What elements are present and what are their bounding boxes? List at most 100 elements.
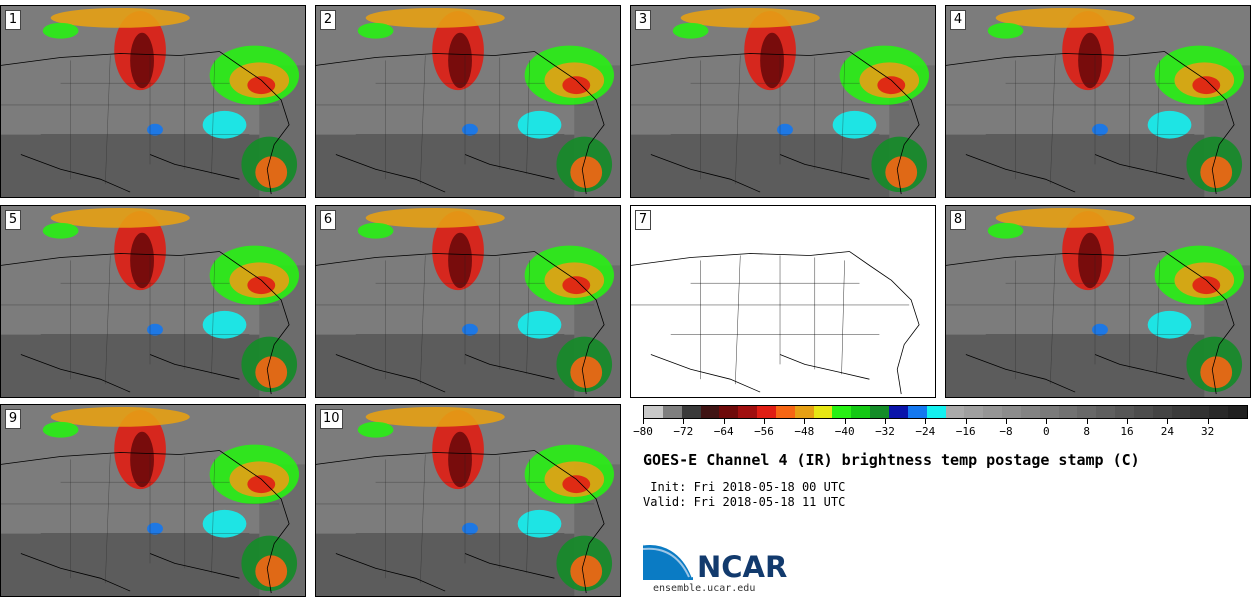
map-state-borders	[316, 255, 595, 385]
colorbar-tick	[844, 419, 846, 424]
colorbar-tick	[764, 419, 765, 424]
figure-title: GOES-E Channel 4 (IR) brightness temp po…	[643, 451, 1140, 469]
cloud-region	[885, 156, 918, 189]
colorbar-tick-label: 24	[1160, 425, 1174, 438]
colorbar-tick-label: −64	[713, 425, 734, 438]
cloud-region	[562, 276, 591, 295]
map-coastline	[946, 51, 1235, 195]
satellite-map	[946, 206, 1250, 397]
colorbar-cell	[983, 406, 1003, 418]
cloud-region	[1092, 323, 1108, 336]
panel-number: 4	[950, 10, 966, 30]
colorbar-tick-label: −48	[794, 425, 815, 438]
colorbar-cell	[757, 406, 776, 418]
cloud-region	[1200, 156, 1233, 189]
panel-number: 5	[5, 210, 21, 230]
colorbar-cell	[964, 406, 984, 418]
colorbar-tick	[1046, 419, 1048, 424]
cloud-region	[50, 7, 190, 28]
colorbar-cell	[794, 406, 814, 418]
cloud-region	[50, 406, 190, 427]
satellite-map	[631, 206, 935, 397]
map-state-borders	[316, 454, 595, 584]
cloud-region	[995, 7, 1135, 28]
ncar-logo-icon	[643, 541, 695, 580]
cloud-region	[462, 323, 478, 336]
cloud-region	[147, 522, 163, 535]
colorbar-cell	[1077, 406, 1097, 418]
postage-stamp-panel: 6	[315, 205, 621, 398]
postage-stamp-panel: 8	[945, 205, 1251, 398]
satellite-map	[1, 206, 305, 397]
cloud-region	[1147, 310, 1192, 339]
colorbar-cell	[1209, 406, 1229, 418]
cloud-region	[365, 406, 505, 427]
cloud-region	[760, 32, 784, 89]
cloud-region	[1092, 123, 1108, 136]
colorbar-tick	[643, 419, 644, 424]
map-state-borders	[631, 255, 910, 385]
cloud-region	[255, 555, 288, 588]
colorbar-cell	[1171, 406, 1191, 418]
cloud-region	[247, 76, 276, 95]
cloud-region	[1200, 356, 1233, 389]
cloud-region	[247, 475, 276, 494]
colorbar-tick	[723, 419, 725, 424]
panel-number: 3	[635, 10, 651, 30]
cloud-region	[462, 522, 478, 535]
map-coastline	[316, 450, 605, 594]
colorbar-tick	[1167, 419, 1169, 424]
map-coastline	[316, 251, 605, 395]
map-state-borders	[316, 55, 595, 185]
cloud-region	[255, 356, 288, 389]
colorbar-tick	[804, 419, 806, 424]
colorbar-tick-label: 32	[1201, 425, 1215, 438]
colorbar-tick	[1086, 419, 1088, 424]
colorbar-tick-label: −72	[673, 425, 694, 438]
colorbar	[643, 405, 1248, 419]
colorbar-tick	[965, 419, 967, 424]
cloud-region	[42, 421, 79, 438]
colorbar-tick-label: −24	[915, 425, 936, 438]
colorbar-cell	[1058, 406, 1078, 418]
colorbar-tick-label: −56	[754, 425, 774, 438]
map-state-borders	[1, 255, 280, 385]
cloud-region	[832, 110, 877, 139]
map-coastline	[631, 251, 920, 395]
postage-stamp-panel: 7	[630, 205, 936, 398]
cloud-region	[1078, 32, 1102, 89]
postage-stamp-panel: 1	[0, 5, 306, 198]
colorbar-cell	[888, 406, 908, 418]
cloud-region	[1147, 110, 1192, 139]
panel-number: 7	[635, 210, 651, 230]
colorbar-tick-label: −80	[633, 425, 653, 438]
colorbar-cell	[1002, 406, 1021, 418]
cloud-region	[147, 123, 163, 136]
cloud-region	[357, 222, 394, 239]
panel-number: 6	[320, 210, 336, 230]
colorbar-cell	[851, 406, 871, 418]
valid-time: Valid: Fri 2018-05-18 11 UTC	[643, 495, 846, 509]
satellite-map	[631, 6, 935, 197]
colorbar-tick-label: −40	[834, 425, 855, 438]
postage-stamp-panel: 3	[630, 5, 936, 198]
postage-stamp-panel: 2	[315, 5, 621, 198]
postage-stamp-panel: 10	[315, 404, 621, 597]
cloud-region	[448, 32, 472, 89]
map-coastline	[1, 450, 290, 594]
colorbar-cell	[926, 406, 946, 418]
satellite-map	[1, 405, 305, 596]
panel-number: 2	[320, 10, 336, 30]
cloud-region	[680, 7, 820, 28]
cloud-region	[1192, 276, 1221, 295]
cloud-region	[995, 207, 1135, 228]
colorbar-tick	[925, 419, 927, 424]
map-state-borders	[1, 454, 280, 584]
colorbar-cell	[813, 406, 833, 418]
cloud-region	[570, 356, 603, 389]
colorbar-cell	[662, 406, 682, 418]
cloud-region	[50, 207, 190, 228]
cloud-region	[570, 555, 603, 588]
satellite-map	[316, 6, 620, 197]
colorbar-cell	[1190, 406, 1210, 418]
